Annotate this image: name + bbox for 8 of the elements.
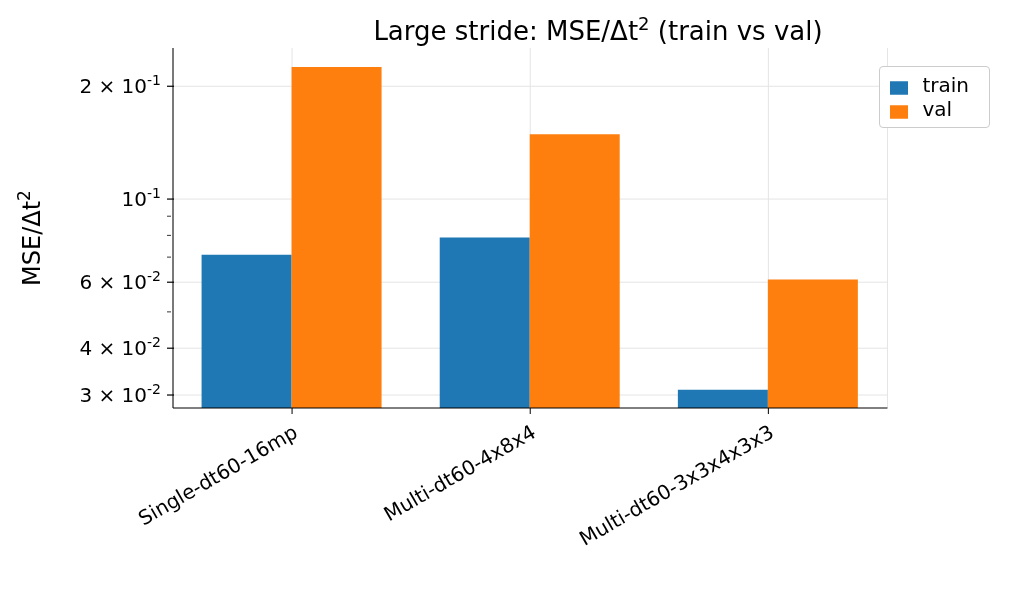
y-tick-label: 3 × 10$^{-2}$ <box>79 381 161 408</box>
y-tick-label: 6 × 10$^{-2}$ <box>79 268 161 295</box>
y-tick-label: 10$^{-1}$ <box>121 185 161 212</box>
legend-label: train <box>922 73 969 97</box>
y-tick-label: 4 × 10$^{-2}$ <box>79 334 161 361</box>
chart-title: Large stride: MSE/Δt$^{2}$ (train vs val) <box>373 12 823 46</box>
legend-label: val <box>922 97 953 121</box>
y-tick-label: 2 × 10$^{-1}$ <box>79 72 161 99</box>
